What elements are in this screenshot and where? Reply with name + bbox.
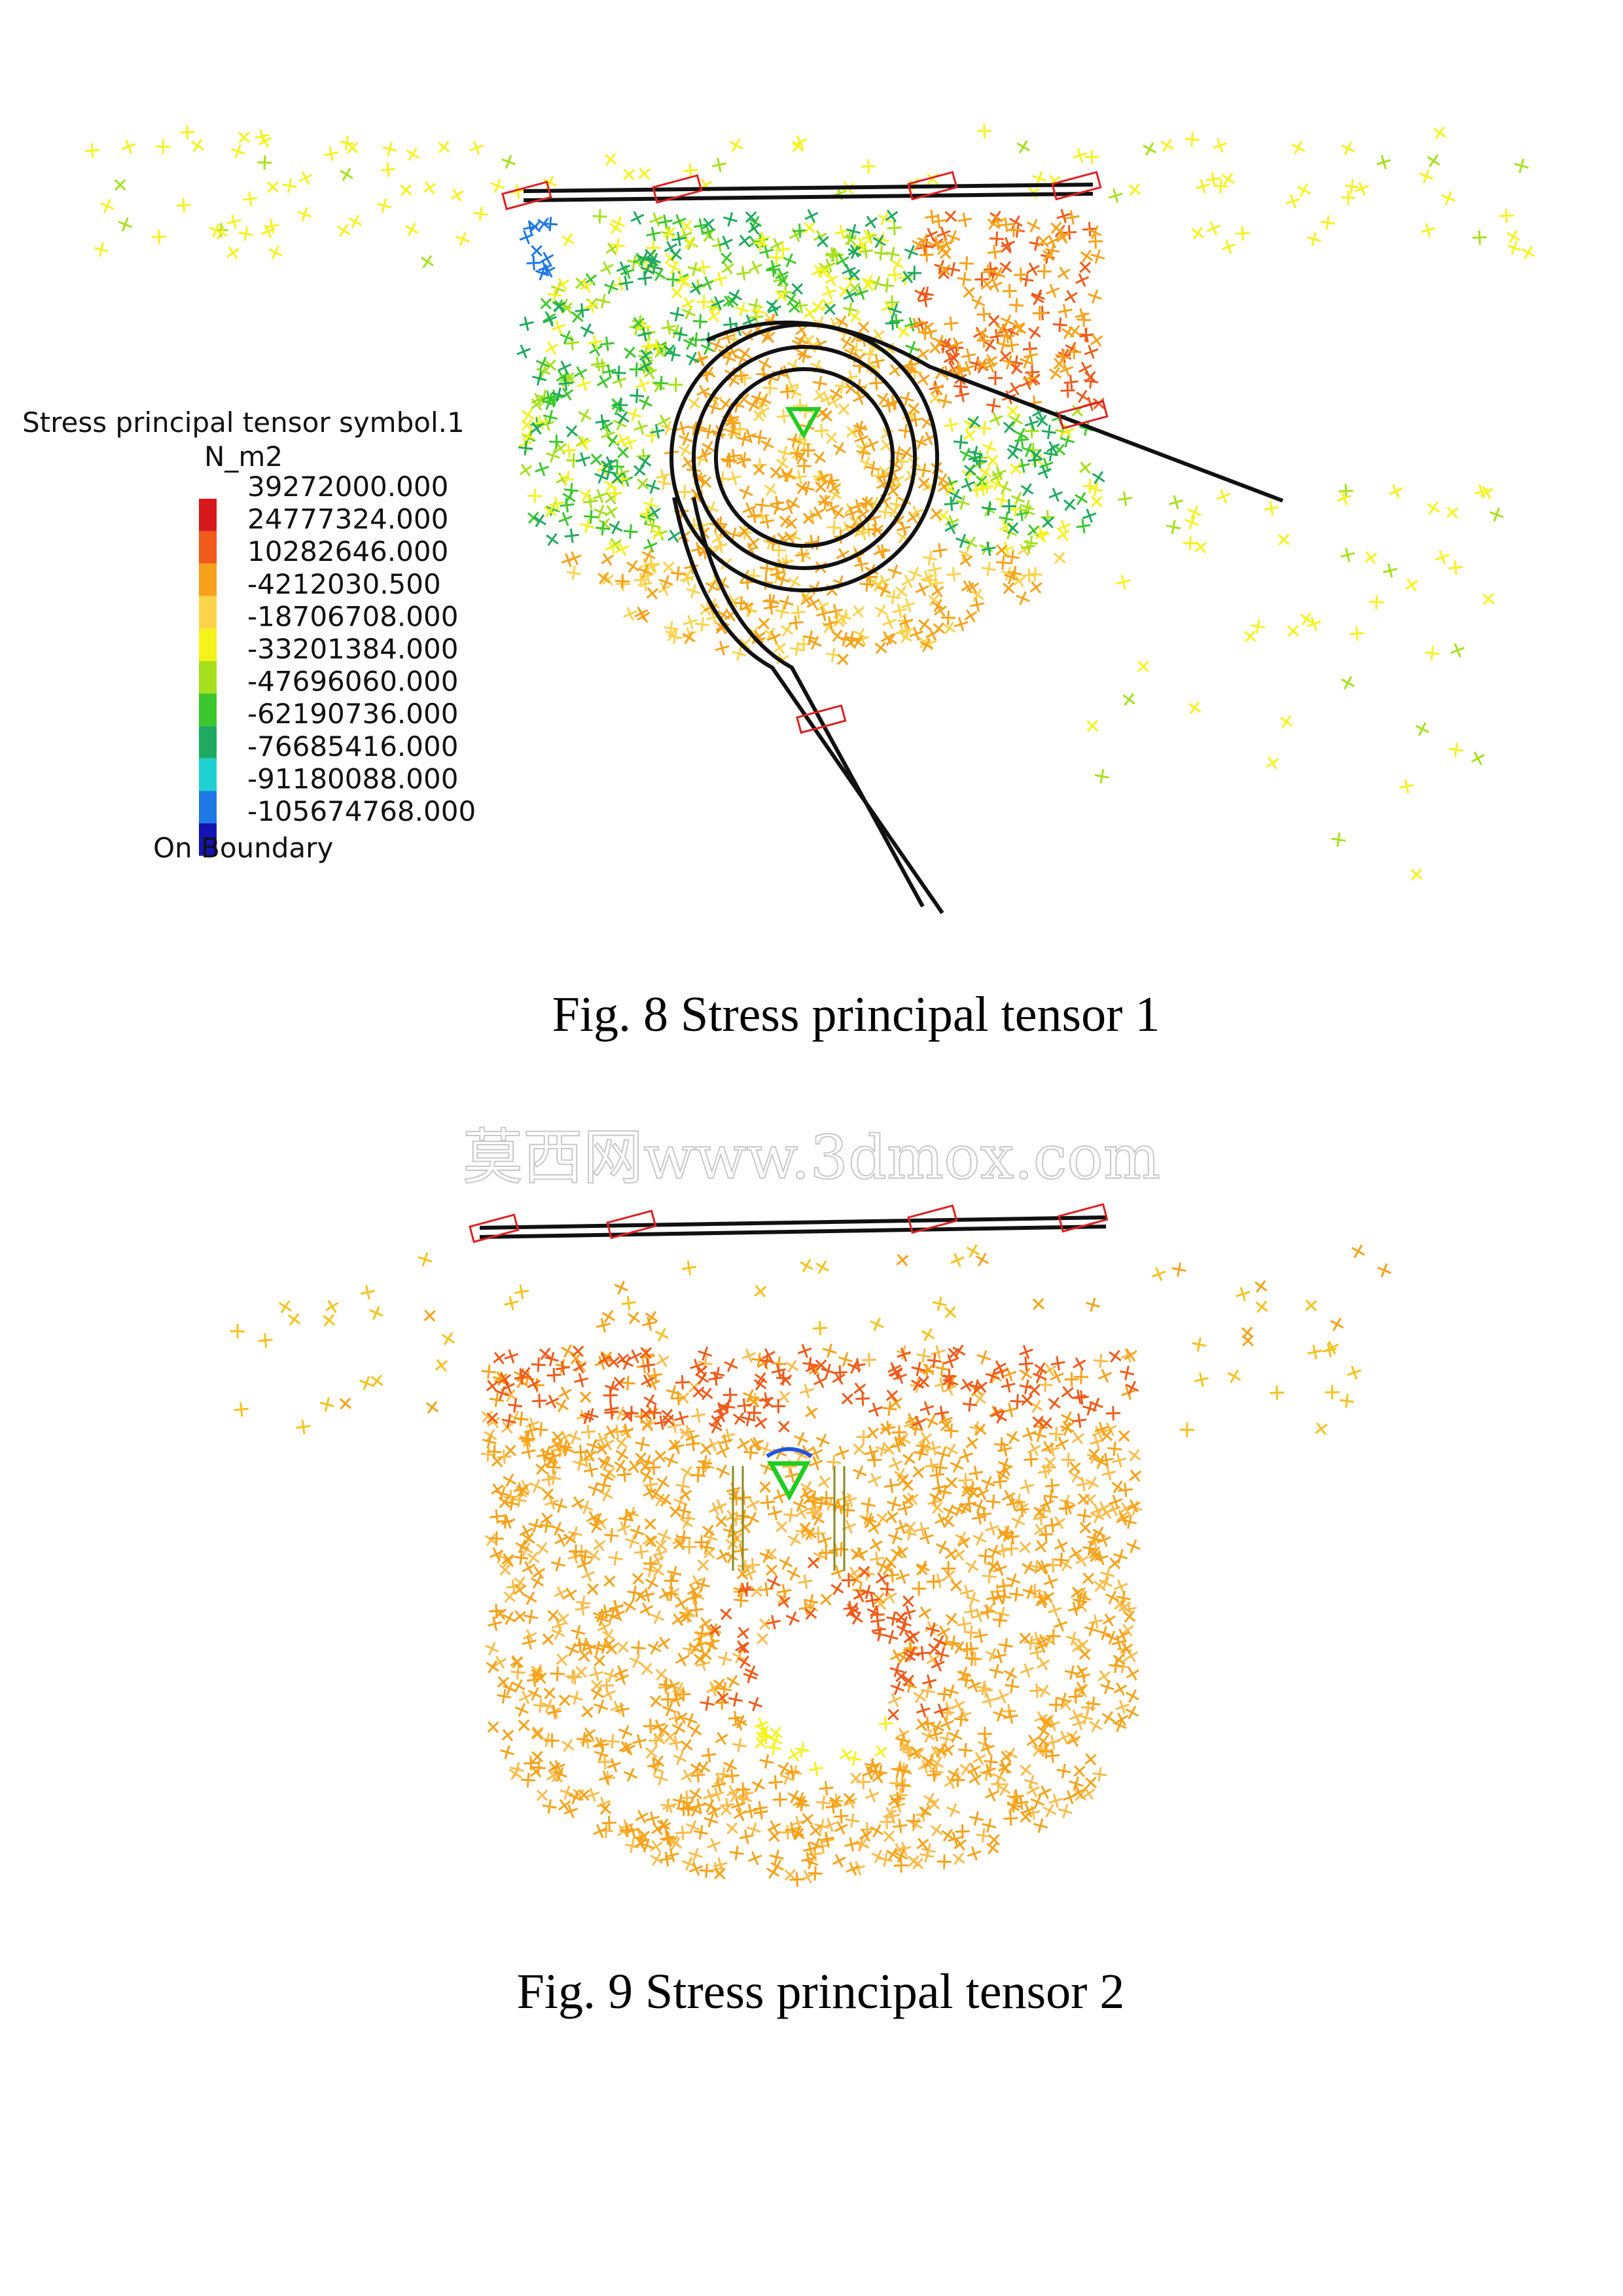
load-marker — [767, 1461, 811, 1501]
constraint — [501, 181, 552, 211]
legend-swatch — [199, 791, 217, 823]
legend-swatch — [199, 564, 217, 596]
cable — [705, 320, 1284, 503]
legend-swatch — [199, 758, 217, 791]
legend-label: -4212030.500 — [247, 568, 441, 600]
rail — [523, 192, 1094, 202]
cable — [692, 497, 925, 908]
legend-label: 10282646.000 — [247, 535, 448, 567]
cable-loop — [714, 367, 895, 548]
stress-symbols — [914, 209, 1105, 413]
rail — [479, 1225, 1107, 1239]
legend-items: 39272000.00024777324.00010282646.000-421… — [199, 471, 476, 856]
legend: Stress principal tensor symbol.1 N_m2 39… — [22, 406, 476, 864]
constraint — [652, 174, 703, 204]
legend-swatch — [199, 823, 217, 856]
caption: Fig. 8 Stress principal tensor 1 — [552, 987, 1160, 1042]
figure-8 — [84, 124, 1535, 914]
stress-symbols — [516, 209, 1105, 556]
legend-swatch — [199, 693, 217, 726]
legend-label: -47696060.000 — [247, 666, 458, 698]
load-marker — [785, 407, 822, 440]
cable-loop — [692, 345, 917, 570]
stress-symbols — [486, 1344, 1139, 1721]
legend-title: Stress principal tensor symbol.1 — [22, 406, 465, 439]
stress-symbols — [754, 1716, 893, 1776]
stress-symbols — [339, 1244, 1391, 1887]
legend-swatch — [199, 661, 217, 694]
legend-swatch — [199, 628, 217, 661]
constraint — [1058, 400, 1109, 430]
constraint — [907, 171, 958, 201]
constraint — [1058, 1203, 1109, 1233]
stress-symbols — [84, 124, 1535, 881]
constraint — [796, 704, 847, 734]
legend-label: 24777324.000 — [247, 503, 448, 535]
cable — [672, 497, 944, 914]
legend-label: -76685416.000 — [247, 730, 458, 762]
legend-label: -91180088.000 — [247, 762, 458, 795]
legend-label: -62190736.000 — [247, 698, 458, 730]
rail — [479, 1215, 1107, 1230]
constraint — [469, 1213, 520, 1244]
constraint — [907, 1204, 958, 1234]
constraint — [1051, 171, 1102, 201]
figure-9 — [230, 1203, 1391, 1887]
legend-swatch — [199, 531, 217, 564]
watermark: 莫西网www.3dmox.com — [463, 1122, 1160, 1193]
legend-label: -18706708.000 — [247, 600, 458, 632]
stress-symbols — [519, 217, 558, 281]
legend-footer: On Boundary — [153, 832, 333, 864]
legend-swatch — [199, 499, 217, 531]
caption: Fig. 9 Stress principal tensor 2 — [517, 1964, 1125, 2019]
legend-label: 39272000.000 — [247, 471, 448, 503]
legend-swatch — [199, 726, 217, 759]
legend-label: -105674768.000 — [247, 795, 476, 827]
constraint — [606, 1210, 657, 1240]
load-marker — [766, 1447, 813, 1458]
legend-swatch — [199, 596, 217, 629]
legend-unit: N_m2 — [204, 440, 283, 473]
legend-label: -33201384.000 — [247, 633, 458, 665]
stress-symbols — [522, 214, 1094, 553]
rail — [523, 183, 1094, 193]
stress-symbols — [230, 1244, 1362, 1437]
